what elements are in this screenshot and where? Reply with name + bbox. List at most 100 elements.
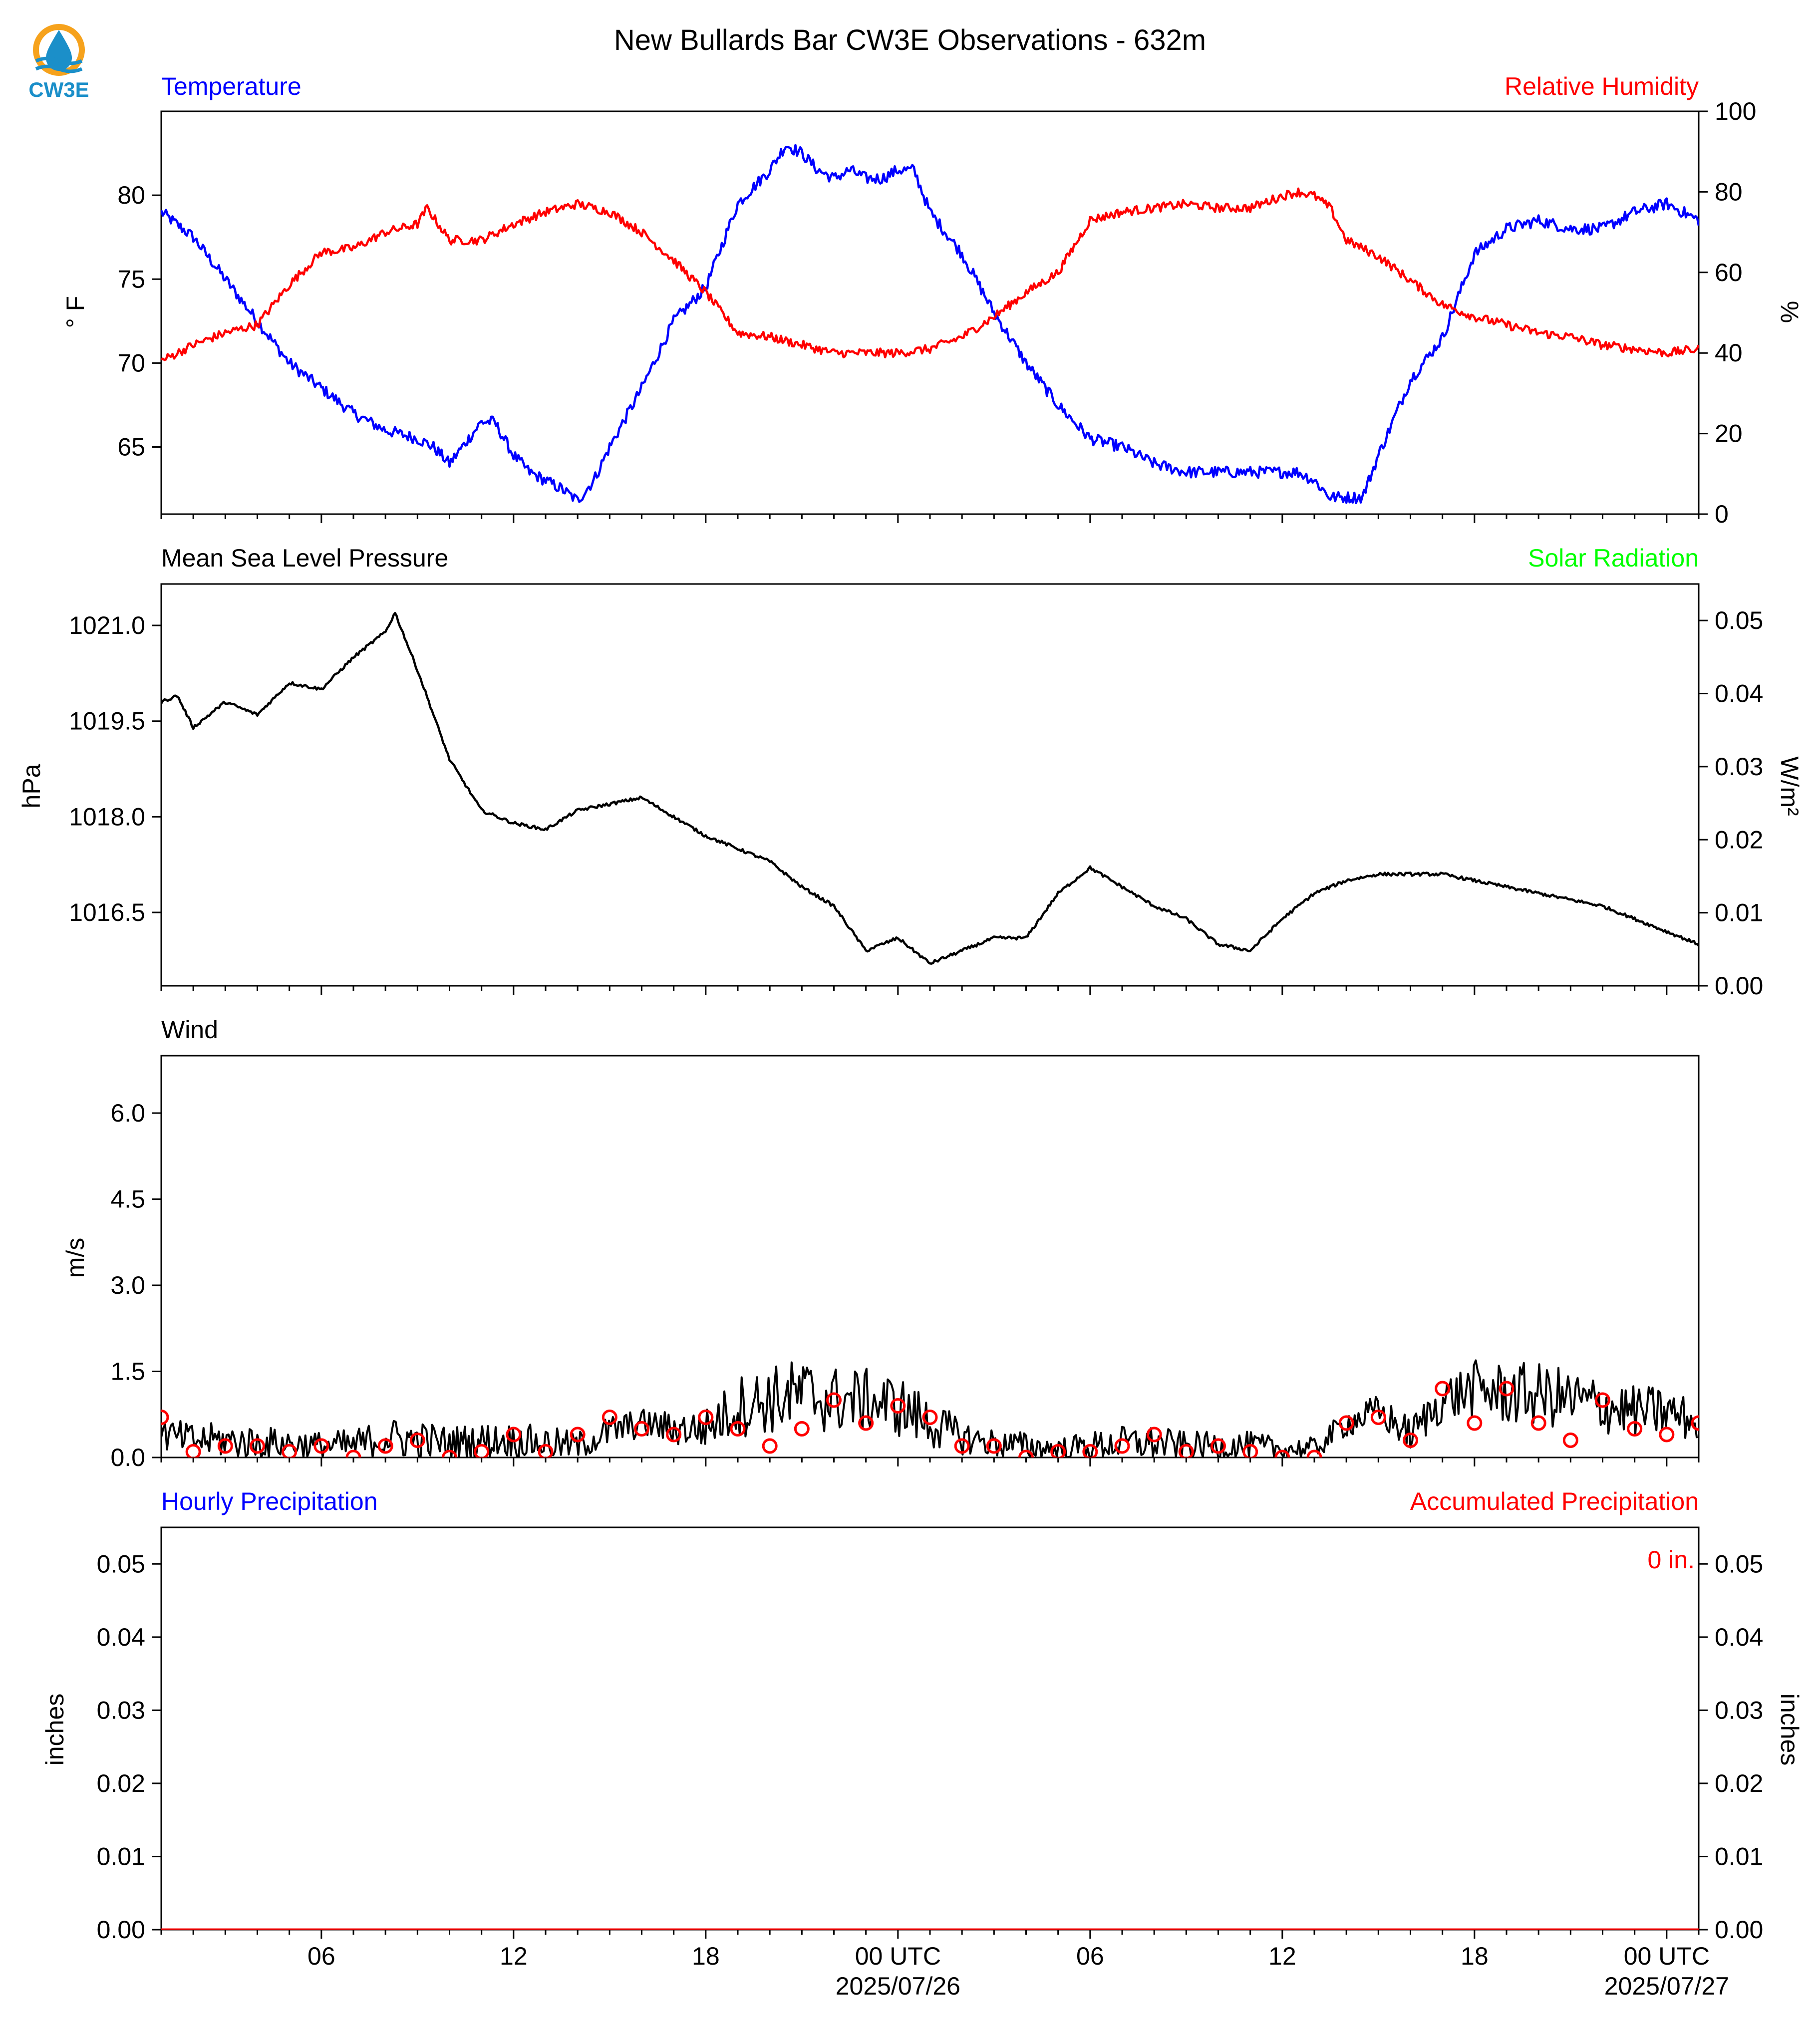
y-tick-label-right: 0.01	[1715, 1842, 1763, 1870]
wind-gust-marker	[377, 1438, 393, 1454]
wind-gust-marker	[1691, 1415, 1699, 1431]
series-group	[161, 144, 1699, 505]
humidity-line	[161, 187, 1699, 361]
wind-gust-marker	[890, 1398, 906, 1414]
y-tick-label-right: 0.02	[1715, 826, 1763, 854]
y-tick-label-left: 6.0	[110, 1099, 145, 1127]
wind-gust-marker	[345, 1449, 361, 1457]
y-tick-label-left: 1018.0	[69, 803, 145, 831]
logo-text: CW3E	[28, 78, 89, 101]
logo-wave-icon	[35, 56, 83, 65]
y-tick-label-right: 0.00	[1715, 1916, 1763, 1944]
y-tick-label-right: 0.02	[1715, 1769, 1763, 1797]
wind-gust-marker	[730, 1421, 746, 1437]
wind-gust-marker	[1435, 1381, 1451, 1397]
wind-gust-marker	[506, 1427, 522, 1443]
figure-title: New Bullards Bar CW3E Observations - 632…	[614, 24, 1206, 56]
y-tick-label-left: 65	[117, 433, 145, 461]
wind-gust-marker	[1659, 1427, 1675, 1443]
wind-gust-marker	[1370, 1410, 1386, 1425]
wind-gust-marker	[634, 1421, 649, 1437]
wind-gust-marker	[986, 1438, 1002, 1454]
wind-gust-marker	[1082, 1444, 1098, 1457]
y-tick-label-right: 0.05	[1715, 606, 1763, 634]
wind-gust-marker	[762, 1438, 778, 1454]
x-date-label: 2025/07/27	[1604, 1972, 1729, 2000]
y-axis-label-pressure: hPa	[17, 764, 45, 808]
temperature-line	[161, 144, 1699, 505]
wind-gust-marker	[161, 1410, 169, 1425]
y-tick-label-right: 0.04	[1715, 1623, 1763, 1651]
wind-gust-marker	[313, 1438, 329, 1454]
y-tick-label-left: 1021.0	[69, 611, 145, 639]
wind-gust-marker	[1530, 1415, 1546, 1431]
panel-title-temperature: Temperature	[161, 72, 302, 100]
y-axis-label-solar: W/m²	[1776, 756, 1804, 816]
wind-gust-marker	[826, 1392, 842, 1408]
y-tick-label-left: 0.00	[97, 1916, 145, 1944]
y-tick-label-left: 0.01	[97, 1842, 145, 1870]
y-tick-label-right: 80	[1715, 178, 1743, 206]
wind-gust-marker	[922, 1410, 938, 1425]
y-tick-label-right: 40	[1715, 339, 1743, 367]
plot-area-precipitation: 0.00 0.01 0.02 0.03 0.04 0.05 0.00 0.01 0.02 0.03…	[97, 1526, 1763, 1944]
y-tick-label-right: 0	[1715, 500, 1729, 528]
wind-gust-marker	[442, 1449, 457, 1457]
x-tick-label: 12	[1268, 1942, 1296, 1970]
x-tick-label: 06	[1076, 1942, 1104, 1970]
y-tick-label-right: 0.05	[1715, 1550, 1763, 1578]
logo-wave-icon	[35, 64, 83, 73]
wind-gust-marker	[698, 1410, 714, 1425]
y-tick-label-right: 0.01	[1715, 899, 1763, 927]
wind-gust-marker	[1306, 1449, 1322, 1457]
plot-area-pressure: 1016.5 1018.0 1019.5 1021.0 0.00 0.01 0.02 0.03…	[69, 583, 1763, 1000]
wind-gust-marker	[794, 1421, 810, 1437]
y-axis-label-precip-left: inches	[41, 1694, 69, 1766]
series-group	[161, 611, 1699, 965]
wind-gust-marker	[858, 1415, 874, 1431]
x-tick-label: 00 UTC	[1624, 1942, 1710, 1970]
panel-pressure-solar: Mean Sea Level Pressure Solar Radiation …	[17, 544, 1804, 1000]
wind-gust-marker	[1467, 1415, 1483, 1431]
y-axis-label-precip-right: inches	[1776, 1694, 1804, 1766]
y-tick-label-left: 75	[117, 265, 145, 293]
wind-gust-marker	[1403, 1433, 1418, 1448]
panel-title-pressure: Mean Sea Level Pressure	[161, 544, 448, 572]
plot-area-temperature-humidity: 65 70 75 80 0 20 40 60 80 100	[117, 97, 1756, 528]
panel-temperature-humidity: Temperature Relative Humidity ° F % 65 70…	[61, 72, 1804, 528]
x-date-label: 2025/07/26	[836, 1972, 960, 2000]
wind-speed-line	[161, 1359, 1698, 1457]
y-tick-label-left: 0.03	[97, 1696, 145, 1724]
pressure-line	[161, 611, 1699, 965]
wind-gust-marker	[538, 1444, 554, 1457]
wind-gust-marker	[1499, 1381, 1515, 1397]
x-tick-label: 06	[307, 1942, 335, 1970]
wind-gust-marker	[1211, 1438, 1226, 1454]
y-tick-label-right: 0.04	[1715, 680, 1763, 708]
panel-title-wind: Wind	[161, 1016, 218, 1044]
wind-gust-marker	[217, 1438, 233, 1454]
wind-gust-marker	[474, 1444, 490, 1457]
wind-gust-marker	[666, 1427, 682, 1443]
wind-gust-marker	[250, 1438, 265, 1454]
x-tick-label: 18	[1461, 1942, 1489, 1970]
x-tick-label: 18	[692, 1942, 720, 1970]
y-tick-label-left: 0.02	[97, 1769, 145, 1797]
wind-gust-marker	[1242, 1444, 1258, 1457]
wind-gust-marker	[282, 1444, 298, 1457]
panel-title-solar-radiation: Solar Radiation	[1528, 544, 1699, 572]
wind-gust-marker	[1627, 1421, 1643, 1437]
wind-gust-marker	[1562, 1433, 1578, 1448]
wind-gust-marker	[1146, 1427, 1162, 1443]
panel-title-hourly-precipitation: Hourly Precipitation	[161, 1487, 378, 1515]
y-tick-label-left: 4.5	[110, 1185, 145, 1213]
plot-area-wind: 0.0 1.5 3.0 4.5 6.0	[110, 1055, 1700, 1471]
y-tick-label-left: 1016.5	[69, 898, 145, 926]
wind-gust-marker	[185, 1444, 201, 1457]
x-tick-label: 12	[500, 1942, 528, 1970]
y-tick-label-left: 1.5	[110, 1358, 145, 1386]
y-tick-label-left: 3.0	[110, 1271, 145, 1299]
y-tick-label-left: 0.0	[110, 1444, 145, 1471]
